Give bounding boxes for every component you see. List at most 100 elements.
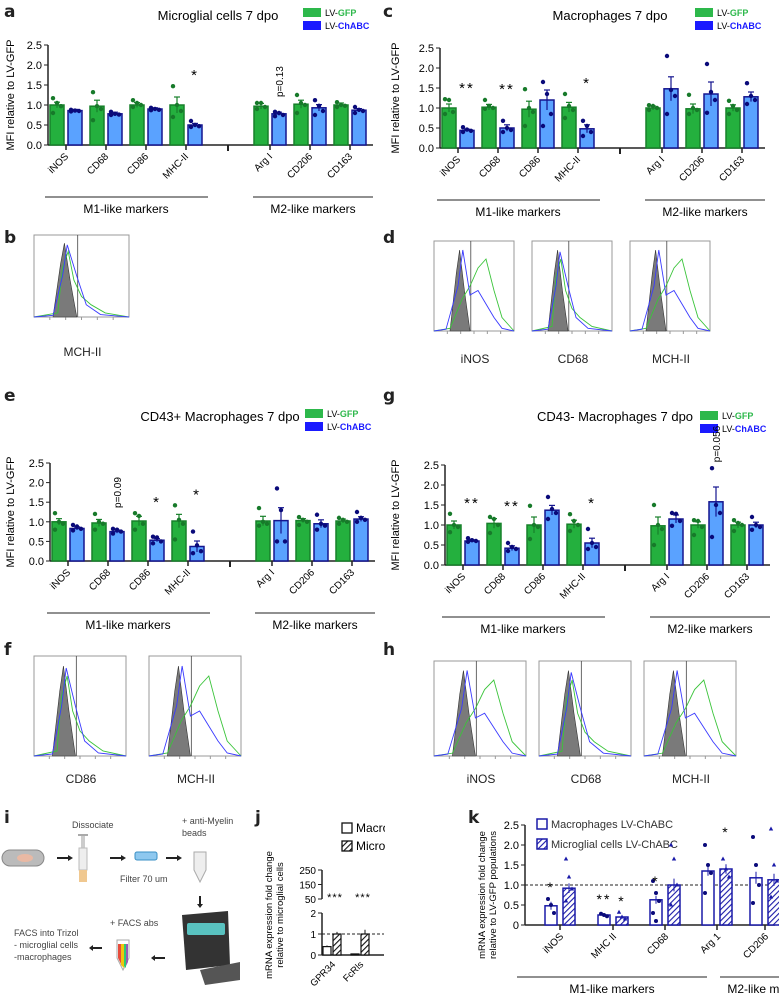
- data-point: [304, 519, 310, 524]
- y-axis-label: MFI relative to LV-GFP: [5, 456, 17, 567]
- legend-label-chabc: LV-ChABC: [327, 422, 372, 432]
- data-point: [294, 110, 300, 116]
- data-point: [78, 526, 84, 532]
- data-point: [196, 124, 202, 129]
- bar-gfp: [561, 106, 577, 149]
- isotype-peak: [449, 249, 471, 332]
- data-point: [94, 104, 100, 109]
- y-tick-label: 2.0: [504, 840, 519, 852]
- panel-letter-j: j: [255, 808, 261, 828]
- significance-stars: *: [153, 494, 161, 511]
- group-label-m2: M2-like markers: [270, 202, 355, 216]
- y-tick-label: 250: [299, 866, 316, 877]
- data-point: [274, 486, 280, 491]
- y-axis-label: MFI relative to LV-GFP: [390, 42, 402, 153]
- data-point: [549, 903, 553, 907]
- histogram-frame: [538, 660, 632, 757]
- data-point: [90, 118, 96, 123]
- data-point: [546, 897, 550, 901]
- y-tick-label: 1.5: [27, 80, 42, 92]
- data-point: [752, 97, 758, 103]
- data-point: [548, 111, 554, 117]
- data-point: [312, 98, 318, 103]
- workflow-graphics: [1, 834, 240, 985]
- data-point: [552, 911, 556, 915]
- data-point-triangle: [563, 856, 569, 861]
- data-point: [585, 526, 591, 532]
- data-point: [540, 123, 546, 129]
- data-point: [487, 530, 493, 536]
- chart-title: CD43+ Macrophages 7 dpo: [140, 409, 299, 424]
- bar-chabc: [351, 109, 367, 146]
- data-point: [254, 106, 260, 112]
- x-tick-label: iNOS: [48, 567, 73, 592]
- x-tick-label: MHC-II: [553, 154, 583, 184]
- data-point: [486, 103, 492, 109]
- step-facs-abs: + FACS abs: [110, 918, 159, 928]
- y-tick-label: 0.5: [504, 900, 519, 912]
- data-point: [188, 118, 194, 124]
- data-point: [262, 104, 268, 110]
- x-tick-label: iNOS: [46, 151, 71, 176]
- data-point: [170, 84, 176, 89]
- data-point: [360, 108, 366, 114]
- group-label-m2: M2-like markers: [667, 622, 752, 636]
- data-point: [446, 97, 452, 103]
- data-point: [152, 106, 158, 112]
- data-point: [300, 517, 306, 523]
- step-beads-line1: + anti-Myelin: [182, 816, 234, 826]
- flow-histogram: [33, 234, 130, 320]
- bar-gfp: [293, 103, 309, 146]
- y-tick-label: 0.5: [27, 120, 42, 132]
- data-point: [294, 92, 300, 98]
- data-point: [450, 109, 456, 115]
- y-tick-label: 0.5: [424, 540, 439, 552]
- data-point-triangle: [723, 866, 729, 871]
- data-point: [584, 123, 590, 129]
- bar-chabc: [69, 527, 85, 562]
- step-filter: Filter 70 um: [120, 874, 168, 884]
- flow-histogram: [629, 240, 711, 334]
- p-value-label: p=0.13: [275, 66, 286, 97]
- bar-chabc: [67, 109, 83, 146]
- legend-swatch-gfp: [303, 8, 321, 17]
- histogram-marker-label: MCH-II: [177, 772, 215, 786]
- data-point: [136, 513, 142, 519]
- legend-swatch-gfp: [700, 411, 718, 420]
- y-tick-label: 1.0: [29, 517, 44, 529]
- data-point: [739, 522, 745, 528]
- data-point: [726, 98, 732, 104]
- data-point: [74, 524, 80, 529]
- y-axis-label: MFI relative to LV-GFP: [5, 39, 17, 150]
- data-point: [96, 519, 102, 524]
- data-point-triangle: [569, 886, 575, 891]
- data-point: [274, 539, 280, 544]
- histogram-marker-label: MCH-II: [652, 352, 690, 366]
- arrow-icon: [166, 855, 182, 861]
- y-tick-label: 150: [299, 881, 316, 892]
- flow-histogram: [148, 655, 242, 759]
- y-tick-label: 2.5: [27, 40, 42, 52]
- data-point: [704, 61, 710, 67]
- data-point: [280, 112, 286, 118]
- data-point: [272, 114, 278, 119]
- data-point: [495, 522, 501, 528]
- data-point: [508, 127, 514, 133]
- data-point: [334, 100, 340, 105]
- data-point-triangle: [720, 856, 726, 861]
- data-point: [706, 863, 710, 867]
- panel-letter-f: f: [4, 640, 12, 660]
- data-point: [686, 111, 692, 117]
- bar-gfp: [645, 107, 661, 149]
- data-point: [664, 111, 670, 117]
- data-point: [709, 466, 715, 471]
- p-value-label: p=0.09: [113, 477, 124, 508]
- data-point: [468, 128, 474, 133]
- data-point: [664, 53, 670, 59]
- y-tick-label: 0.0: [29, 556, 44, 568]
- bar-chabc: [147, 108, 163, 146]
- y-tick-label: 2.5: [419, 43, 434, 55]
- lv-chabc-curve: [643, 670, 737, 757]
- data-point: [659, 526, 665, 532]
- histogram-marker-label: CD68: [557, 352, 589, 366]
